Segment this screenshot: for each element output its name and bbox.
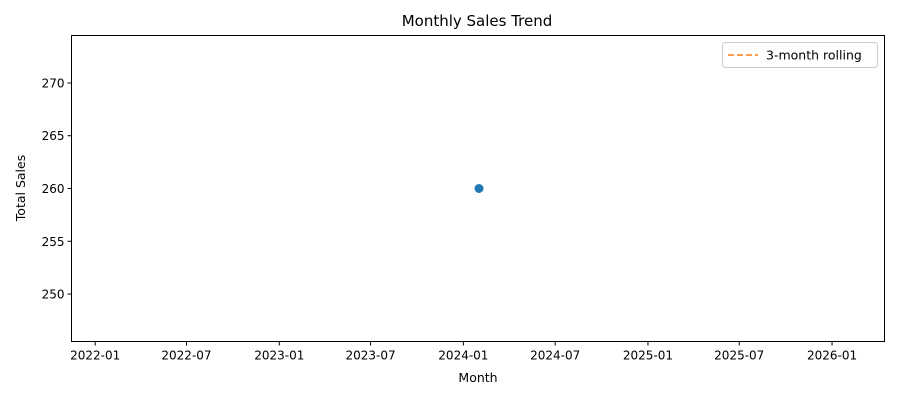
- y-tick-label: 270: [42, 76, 65, 90]
- y-tick-label: 250: [42, 288, 65, 302]
- x-tick-label: 2023-07: [346, 349, 396, 363]
- x-axis-label: Month: [458, 370, 497, 385]
- data-point: [474, 184, 484, 193]
- y-tick-label: 255: [42, 235, 65, 249]
- chart-title: Monthly Sales Trend: [402, 12, 553, 30]
- x-tick-label: 2025-01: [623, 349, 673, 363]
- x-tick-label: 2026-01: [807, 349, 857, 363]
- x-tick-label: 2024-01: [438, 349, 488, 363]
- y-tick-label: 260: [42, 182, 65, 196]
- legend-label-rolling: 3-month rolling: [766, 48, 862, 63]
- x-tick-label: 2023-01: [254, 349, 304, 363]
- data-series: [474, 184, 484, 193]
- legend-box: [722, 42, 878, 68]
- legend: 3-month rolling: [722, 42, 878, 68]
- x-tick-label: 2022-01: [70, 349, 120, 363]
- y-axis-label: Total Sales: [13, 155, 28, 222]
- y-axis-ticks: 250 255 260 265 270: [42, 76, 72, 302]
- x-tick-label: 2022-07: [161, 349, 211, 363]
- y-tick-label: 265: [42, 129, 65, 143]
- x-tick-label: 2024-07: [530, 349, 580, 363]
- x-axis-ticks: 2022-01 2022-07 2023-01 2023-07 2024-01 2024-…: [70, 341, 857, 363]
- x-tick-label: 2025-07: [714, 349, 764, 363]
